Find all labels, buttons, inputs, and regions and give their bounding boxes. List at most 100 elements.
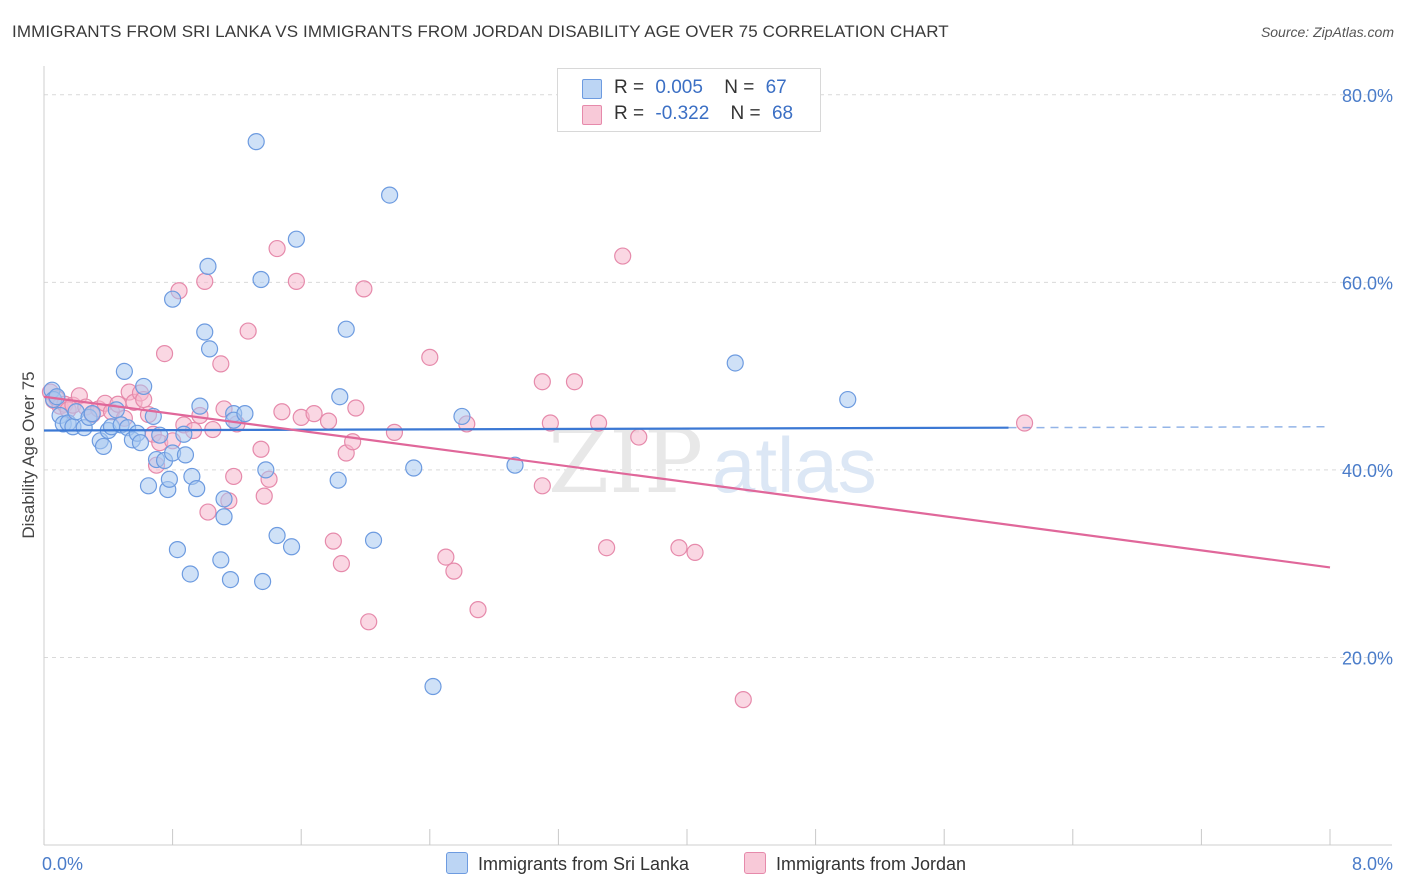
n-value: 68 (771, 103, 794, 124)
jordan-point (686, 543, 704, 562)
jordan-legend-swatch (744, 852, 766, 874)
jordan-point (533, 477, 551, 495)
jordan-point (355, 280, 373, 298)
r-label: R = (614, 103, 645, 124)
jordan-point (469, 601, 487, 619)
sri-lanka-point (107, 401, 125, 419)
sri-lanka-point (337, 320, 355, 338)
y-tick-label: 40.0% (1342, 461, 1393, 481)
jordan-point (324, 532, 342, 550)
sri-lanka-point (506, 456, 524, 474)
sri-lanka-point (726, 354, 744, 372)
y-tick-label: 80.0% (1342, 86, 1393, 106)
sri-lanka-point (212, 551, 230, 569)
jordan-point (614, 247, 632, 265)
watermark: ZIP atlas (548, 410, 877, 513)
jordan-point (670, 539, 688, 557)
sri-lanka-point (268, 526, 286, 545)
sri-lanka-point (221, 571, 240, 589)
sri-lanka-legend-label: Immigrants from Sri Lanka (478, 854, 690, 874)
bottom-legend-jordan: Immigrants from Jordan (744, 852, 966, 875)
jordan-point (225, 467, 243, 486)
sri-lanka-point (287, 230, 305, 248)
jordan-point (598, 539, 616, 557)
r-value: -0.322 (655, 103, 710, 124)
r-label: R = (614, 77, 645, 98)
sri-lanka-point (196, 323, 214, 341)
watermark-zip: ZIP (548, 410, 703, 513)
chart-title: IMMIGRANTS FROM SRI LANKA VS IMMIGRANTS … (12, 22, 949, 41)
sri-lanka-point (215, 490, 233, 508)
bottom-legend-sri-lanka: Immigrants from Sri Lanka (446, 852, 689, 875)
ticks-layer: 20.0% 40.0% 60.0% 80.0% 0.0% 8.0% (42, 86, 1393, 874)
jordan-point (734, 691, 752, 709)
jordan-point (437, 548, 455, 566)
sri-lanka-point (331, 388, 349, 406)
sri-lanka-point (135, 377, 153, 396)
jordan-point (533, 373, 551, 391)
y-tick-label: 60.0% (1342, 273, 1393, 293)
sri-lanka-swatch (582, 79, 602, 99)
sri-lanka-point (200, 340, 219, 358)
n-label: N = (724, 77, 755, 98)
sri-lanka-point (175, 425, 193, 443)
jordan-point (332, 555, 350, 573)
jordan-point (445, 562, 463, 580)
sri-lanka-point (94, 437, 113, 456)
sri-lanka-point (83, 405, 101, 423)
sri-lanka-point (164, 290, 182, 308)
sri-lanka-point (329, 471, 347, 489)
sri-lanka-point (199, 257, 217, 275)
jordan-point (589, 414, 608, 432)
jordan-point (196, 272, 214, 290)
watermark-atlas: atlas (712, 421, 877, 509)
jordan-point (155, 344, 174, 363)
sri-lanka-trend-extension (1008, 425, 1331, 429)
jordan-point (255, 487, 273, 505)
jordan-point (319, 412, 338, 430)
sri-lanka-point (257, 461, 275, 479)
y-tick-label: 20.0% (1342, 648, 1393, 668)
jordan-point (565, 373, 584, 391)
trend-layer (43, 395, 1331, 569)
x-tick-label: 0.0% (42, 854, 83, 874)
jordan-point (268, 239, 286, 258)
jordan-point (305, 405, 323, 423)
sri-lanka-point (168, 540, 187, 559)
jordan-point (273, 403, 291, 421)
jordan-swatch (582, 105, 602, 125)
sri-lanka-point (364, 531, 383, 549)
jordan-point (630, 428, 648, 446)
axes-layer (43, 66, 1392, 846)
sri-lanka-point (839, 390, 857, 409)
jordan-point (212, 355, 230, 373)
sri-lanka-point (424, 677, 442, 696)
jordan-point (287, 272, 305, 290)
x-tick-label: 8.0% (1352, 854, 1393, 874)
jordan-point (239, 322, 257, 340)
sri-lanka-point (191, 397, 209, 415)
jordan-point (347, 399, 365, 417)
sri-lanka-point (254, 572, 272, 591)
sri-lanka-point (236, 405, 254, 423)
grid-layer (44, 94, 1392, 658)
jordan-point (252, 440, 270, 458)
sri-lanka-point (247, 133, 265, 151)
sri-lanka-point (160, 470, 178, 488)
chart-source: Source: ZipAtlas.com (1260, 24, 1394, 40)
sri-lanka-point (282, 538, 301, 556)
n-value: 67 (765, 77, 787, 98)
jordan-point (541, 414, 559, 432)
sri-lanka-trend-line (43, 426, 1009, 432)
sri-lanka-point (176, 446, 195, 464)
jordan-trend-line (43, 395, 1331, 569)
jordan-point (199, 503, 217, 521)
sri-lanka-point (405, 459, 423, 477)
r-value: 0.005 (655, 77, 703, 98)
n-label: N = (730, 103, 761, 124)
jordan-point (421, 348, 439, 366)
sri-lanka-point (215, 508, 233, 526)
sri-lanka-point (131, 434, 150, 452)
stats-legend: R = 0.005 N = 67 R = -0.322 N = 68 (557, 68, 821, 132)
